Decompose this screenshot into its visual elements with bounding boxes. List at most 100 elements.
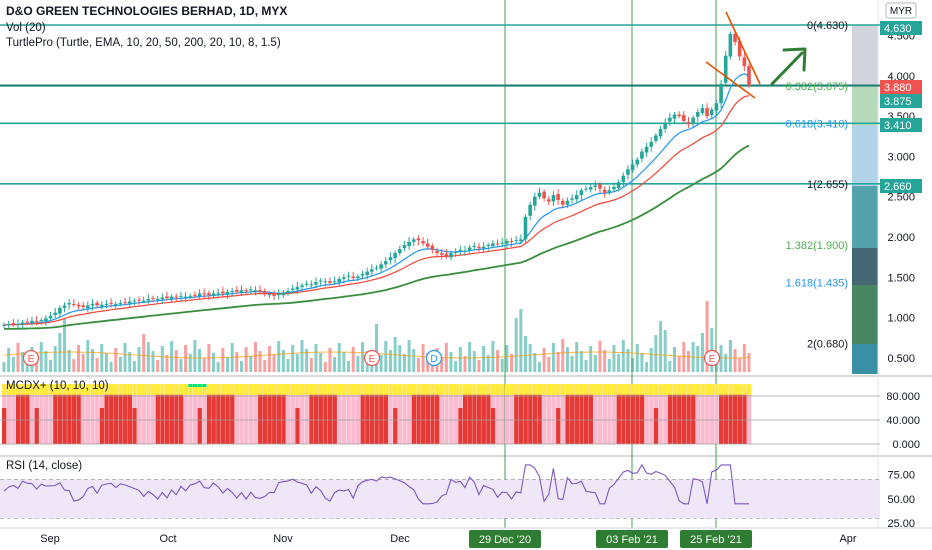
mcdx-red-bar xyxy=(588,394,593,444)
mcdx-yellow-bar xyxy=(728,384,733,395)
rsi-tick-label: 50.00 xyxy=(887,494,915,506)
mcdx-yellow-bar xyxy=(472,384,477,395)
volume-bar xyxy=(542,348,546,372)
candle-body xyxy=(318,280,323,282)
mcdx-red-bar xyxy=(672,394,677,444)
candle-body xyxy=(593,185,598,188)
volume-bar xyxy=(379,355,383,372)
wedge-lower-line xyxy=(705,61,756,99)
mcdx-pink-bar xyxy=(346,385,351,444)
candlesticks xyxy=(2,30,751,330)
mcdx-pink-bar xyxy=(81,385,86,444)
candle-body xyxy=(258,290,262,292)
currency-box[interactable] xyxy=(885,2,917,19)
time-tick-label: Sep xyxy=(40,533,60,545)
candle-body xyxy=(425,243,430,247)
candle-body xyxy=(123,302,127,304)
mcdx-red-bar xyxy=(532,394,538,444)
volume-bar xyxy=(528,344,532,372)
price-tag-label: 3.410 xyxy=(884,120,912,132)
mcdx-red-bar xyxy=(113,394,119,444)
date-marker-tag xyxy=(680,530,752,548)
volume-bar xyxy=(244,347,248,372)
mcdx-pink-bar xyxy=(286,385,291,444)
mcdx-yellow-bar xyxy=(39,384,44,395)
mcdx-yellow-bar xyxy=(719,384,724,395)
volume-bar xyxy=(537,362,541,372)
volume-bar xyxy=(216,362,220,372)
mcdx-yellow-bar xyxy=(286,384,291,395)
mcdx-yellow-bar xyxy=(295,384,300,395)
mcdx-red-bar xyxy=(323,394,328,444)
mcdx-yellow-bar xyxy=(379,384,384,395)
mcdx-yellow-bar xyxy=(216,384,221,395)
mcdx-yellow-bar xyxy=(677,384,682,395)
ema-10-line xyxy=(3,73,750,326)
candle-body xyxy=(421,241,425,244)
mcdx-green-bar xyxy=(192,384,198,387)
mcdx-yellow-bar xyxy=(2,384,7,395)
candle-body xyxy=(449,253,453,258)
price-tag xyxy=(880,94,922,108)
candle-body xyxy=(86,305,90,309)
candle-body xyxy=(542,191,546,199)
mcdx-pink-bar xyxy=(453,385,458,444)
mcdx-yellow-bar xyxy=(337,384,342,395)
candle-body xyxy=(16,324,20,326)
volume-bar xyxy=(277,341,281,372)
mcdx-red-bar xyxy=(369,394,375,444)
volume-bar xyxy=(156,360,160,372)
price-tick-label: 1.000 xyxy=(887,313,915,325)
mcdx-pink-bar xyxy=(192,385,198,444)
mcdx-red-bar xyxy=(691,394,696,444)
candle-body xyxy=(505,241,509,244)
candle-body xyxy=(411,239,416,242)
volume-bar xyxy=(226,357,229,372)
volume-bar xyxy=(170,341,174,372)
candle-body xyxy=(295,286,300,290)
volume-bar xyxy=(621,340,625,372)
candle-body xyxy=(574,195,579,200)
mcdx-yellow-bar xyxy=(560,384,566,395)
mcdx-yellow-bar xyxy=(76,384,81,395)
volume-bar xyxy=(696,346,700,372)
volume-bar xyxy=(458,347,462,372)
volume-bar xyxy=(575,342,579,372)
time-axis: Sep Oct Nov Dec Apr 29 Dec '20 03 Feb '21 25 Fe… xyxy=(0,527,932,550)
mcdx-yellow-bar xyxy=(649,384,654,395)
mcdx-tick-label: 0.000 xyxy=(892,439,920,451)
candle-body xyxy=(146,299,151,301)
volume-bar xyxy=(132,361,136,372)
mcdx-red-bar xyxy=(528,394,533,444)
mcdx-yellow-bar xyxy=(546,384,552,395)
volume-bar xyxy=(472,351,476,372)
candle-body xyxy=(34,320,39,322)
candle-body xyxy=(202,293,207,295)
mcdx-yellow-bar xyxy=(123,384,128,395)
volume-legend: Vol (20) xyxy=(6,22,46,34)
volume-bar xyxy=(626,349,630,372)
volume-bar xyxy=(291,345,295,372)
mcdx-red-bar xyxy=(462,394,468,444)
candle-body xyxy=(570,198,574,200)
volume-bar xyxy=(137,347,141,372)
mcdx-red-bar xyxy=(99,408,105,444)
mcdx-yellow-bar xyxy=(253,384,258,395)
mcdx-yellow-bar xyxy=(574,384,580,395)
mcdx-red-bar xyxy=(15,394,21,444)
mcdx-red-bar xyxy=(653,408,659,444)
candle-body xyxy=(467,247,472,251)
candle-body xyxy=(193,294,197,296)
candle-body xyxy=(76,304,81,307)
mcdx-red-bar xyxy=(313,394,319,444)
volume-bar xyxy=(328,348,332,372)
volume-bar xyxy=(440,357,444,372)
mcdx-yellow-bar xyxy=(611,384,617,395)
candle-body xyxy=(635,159,640,165)
price-tag-label: 4.630 xyxy=(884,23,912,35)
candle-body xyxy=(332,281,337,283)
candle-body xyxy=(58,307,62,314)
candle-body xyxy=(546,199,551,202)
mcdx-red-bar xyxy=(160,394,165,444)
